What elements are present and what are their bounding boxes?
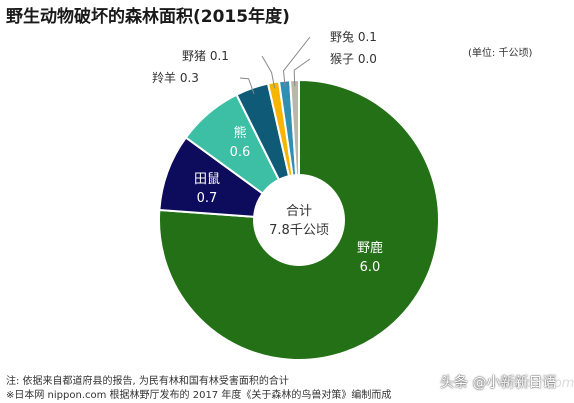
center-label-line2: 7.8千公顷 xyxy=(269,223,329,238)
center-hole xyxy=(253,174,345,266)
slice-label-value-2: 0.6 xyxy=(230,145,251,160)
leader-line-5 xyxy=(282,36,311,87)
pie-slice-0 xyxy=(158,78,440,361)
footnote-credit: ※日本网 nippon.com 根据林野厅发布的 2017 年度《关于森林的鸟兽… xyxy=(6,390,392,401)
slice-label-4: 野猪 0.1 xyxy=(182,49,229,63)
center-label-line1: 合计 xyxy=(286,204,312,219)
slice-label-name-1: 田鼠 xyxy=(194,172,220,187)
leader-line-6 xyxy=(293,58,311,87)
slice-label-5: 野兔 0.1 xyxy=(330,29,377,44)
slice-label-value-0: 6.0 xyxy=(360,260,381,275)
leader-line-3 xyxy=(239,77,255,94)
slice-label-name-2: 熊 xyxy=(233,125,246,141)
watermark-site: nippon.com xyxy=(498,376,574,391)
slice-label-name-0: 野鹿 xyxy=(357,240,383,256)
slice-label-value-1: 0.7 xyxy=(197,191,218,206)
slice-label-6: 猴子 0.0 xyxy=(330,52,377,66)
leader-line-4 xyxy=(261,55,276,89)
slice-label-3: 羚羊 0.3 xyxy=(152,70,199,85)
watermark-text: 头条 @小新新日语 xyxy=(440,375,557,391)
unit-label: (单位: 千公顷) xyxy=(468,48,533,59)
footnote-source: 注: 依据来自都道府县的报告, 为民有林和国有林受害面积的合计 xyxy=(6,376,289,387)
chart-title: 野生动物破坏的森林面积(2015年度) xyxy=(6,7,290,27)
